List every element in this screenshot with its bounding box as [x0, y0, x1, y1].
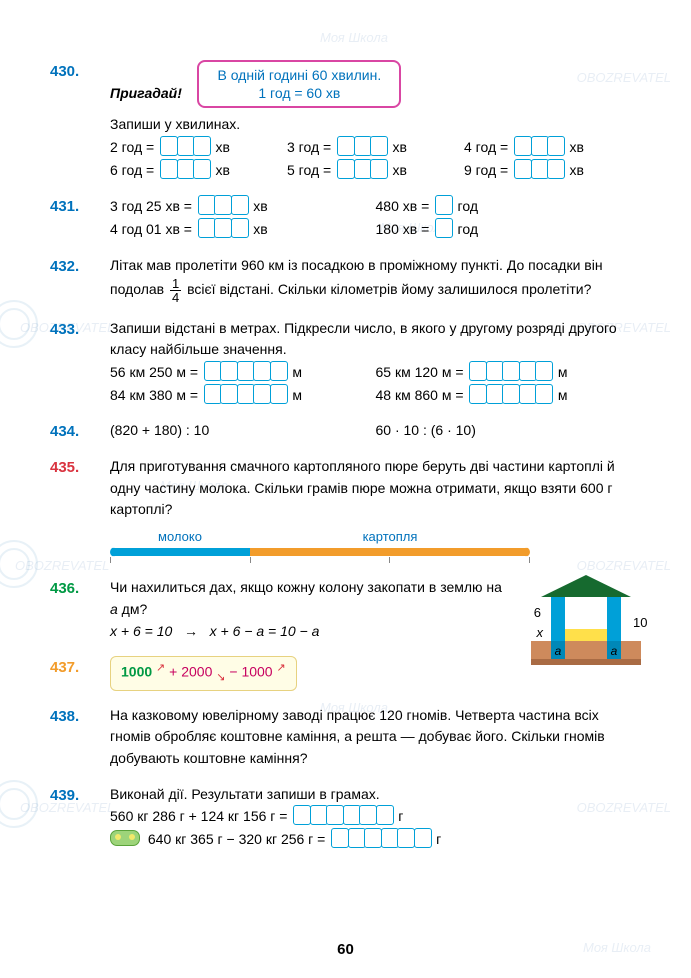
conv-item: 3 год = хв: [287, 136, 464, 159]
svg-text:6: 6: [534, 605, 541, 620]
bar-potato: [250, 547, 530, 557]
exercise-437: 437. 1000 ↗ + 2000 ↘ − 1000 ↗: [50, 656, 641, 691]
answer-cells[interactable]: [204, 361, 287, 381]
rule-line2: 1 год = 60 хв: [258, 85, 340, 101]
textbook-page: Моя Школа OBOZREVATEL Моя Школа OBOZREVA…: [0, 0, 691, 978]
exercise-number: 431.: [50, 195, 79, 218]
rule-box: В одній годині 60 хвилин. 1 год = 60 хв: [197, 60, 401, 108]
arrow-icon: →: [184, 623, 198, 639]
conv-item: 84 км 380 м = м: [110, 384, 376, 407]
conv-item: 2 год = хв: [110, 136, 287, 159]
problem-text: Для приготування смачного картопляного п…: [110, 456, 641, 521]
conv-item: 65 км 120 м = м: [376, 361, 642, 384]
task-text: Запиши у хвилинах.: [110, 114, 641, 136]
exercise-number: 434.: [50, 420, 79, 443]
arrow-up-icon: ↗: [276, 662, 285, 674]
conv-item: 3 год 25 хв = хв: [110, 195, 376, 218]
recall-title: Пригадай!: [110, 85, 182, 101]
exercise-431: 431. 3 год 25 хв = хв 480 хв = год 4 год…: [50, 195, 641, 240]
exercise-435: 435. Для приготування смачного картоплян…: [50, 456, 641, 563]
answer-cells[interactable]: [160, 136, 210, 156]
exercise-438: 438. На казковому ювелірному заводі прац…: [50, 705, 641, 770]
exercise-436: 436. Чи нахилиться дах, якщо кожну колон…: [50, 577, 641, 642]
answer-cells[interactable]: [469, 384, 552, 404]
problem-text: На казковому ювелірному заводі працює 12…: [110, 707, 605, 766]
answer-cells[interactable]: [337, 159, 387, 179]
exercise-number: 438.: [50, 705, 79, 728]
conv-item: 56 км 250 м = м: [110, 361, 376, 384]
exercise-434: 434. (820 + 180) : 10 60 · 10 : (6 · 10): [50, 420, 641, 442]
calc-line: 640 кг 365 г − 320 кг 256 г = г: [110, 828, 641, 851]
expression: 60 · 10 : (6 · 10): [376, 420, 642, 442]
answer-cells[interactable]: [293, 805, 392, 825]
calc-line: 560 кг 286 г + 124 кг 156 г = г: [110, 805, 641, 828]
conv-item: 4 год = хв: [464, 136, 641, 159]
conv-item: 4 год 01 хв = хв: [110, 218, 376, 241]
exercise-number: 430.: [50, 60, 79, 83]
equation: x + 6 = 10: [110, 623, 172, 639]
exercise-433: 433. Запиши відстані в метрах. Підкресли…: [50, 318, 641, 407]
answer-cells[interactable]: [198, 195, 248, 215]
watermark-logo: [0, 300, 38, 348]
exercise-number: 433.: [50, 318, 79, 341]
expression: (820 + 180) : 10: [110, 420, 376, 442]
watermark-text: Моя Школа: [320, 30, 388, 45]
answer-cells[interactable]: [514, 159, 564, 179]
task-text: Запиши відстані в метрах. Підкресли числ…: [110, 318, 641, 361]
label-potato: картопля: [250, 527, 530, 547]
exercise-number: 435.: [50, 456, 79, 479]
conv-item: 480 хв = год: [376, 195, 642, 218]
svg-text:10: 10: [633, 615, 647, 630]
conv-item: 9 год = хв: [464, 159, 641, 182]
equation: x + 6 − a = 10 − a: [210, 623, 320, 639]
conv-item: 180 хв = год: [376, 218, 642, 241]
svg-text:x: x: [536, 625, 544, 640]
arrow-down-icon: ↘: [216, 672, 225, 684]
fraction: 14: [170, 277, 181, 304]
exercise-number: 439.: [50, 784, 79, 807]
answer-cells[interactable]: [337, 136, 387, 156]
label-milk: молоко: [110, 527, 250, 547]
answer-cells[interactable]: [435, 195, 452, 215]
conv-item: 48 км 860 м = м: [376, 384, 642, 407]
answer-cells[interactable]: [204, 384, 287, 404]
watermark-logo: [0, 780, 38, 828]
exercise-number: 436.: [50, 577, 79, 600]
exercise-439: 439. Виконай дії. Результати запиши в гр…: [50, 784, 641, 851]
exercise-number: 432.: [50, 255, 79, 278]
exercise-432: 432. Літак мав пролетіти 960 км із посад…: [50, 255, 641, 304]
arrow-up-icon: ↗: [156, 662, 165, 674]
exercise-number: 437.: [50, 656, 79, 679]
page-number: 60: [0, 941, 691, 958]
number-chain: 1000 ↗ + 2000 ↘ − 1000 ↗: [110, 656, 297, 691]
answer-cells[interactable]: [469, 361, 552, 381]
watermark-logo: [0, 540, 38, 588]
answer-cells[interactable]: [514, 136, 564, 156]
answer-cells[interactable]: [331, 828, 430, 848]
bar-milk: [110, 547, 250, 557]
problem-text: Літак мав пролетіти 960 км із посадкою в…: [110, 257, 603, 297]
rule-line1: В одній годині 60 хвилин.: [217, 67, 381, 83]
problem-text: Чи нахилиться дах, якщо кожну колону зак…: [110, 579, 502, 617]
conv-item: 6 год = хв: [110, 159, 287, 182]
answer-cells[interactable]: [435, 218, 452, 238]
task-text: Виконай дії. Результати запиши в грамах.: [110, 784, 641, 806]
conv-item: 5 год = хв: [287, 159, 464, 182]
answer-cells[interactable]: [198, 218, 248, 238]
parts-diagram: молоко картопля: [110, 527, 530, 563]
homework-icon: [110, 830, 140, 846]
answer-cells[interactable]: [160, 159, 210, 179]
exercise-430: 430. Пригадай! В одній годині 60 хвилин.…: [50, 60, 641, 181]
